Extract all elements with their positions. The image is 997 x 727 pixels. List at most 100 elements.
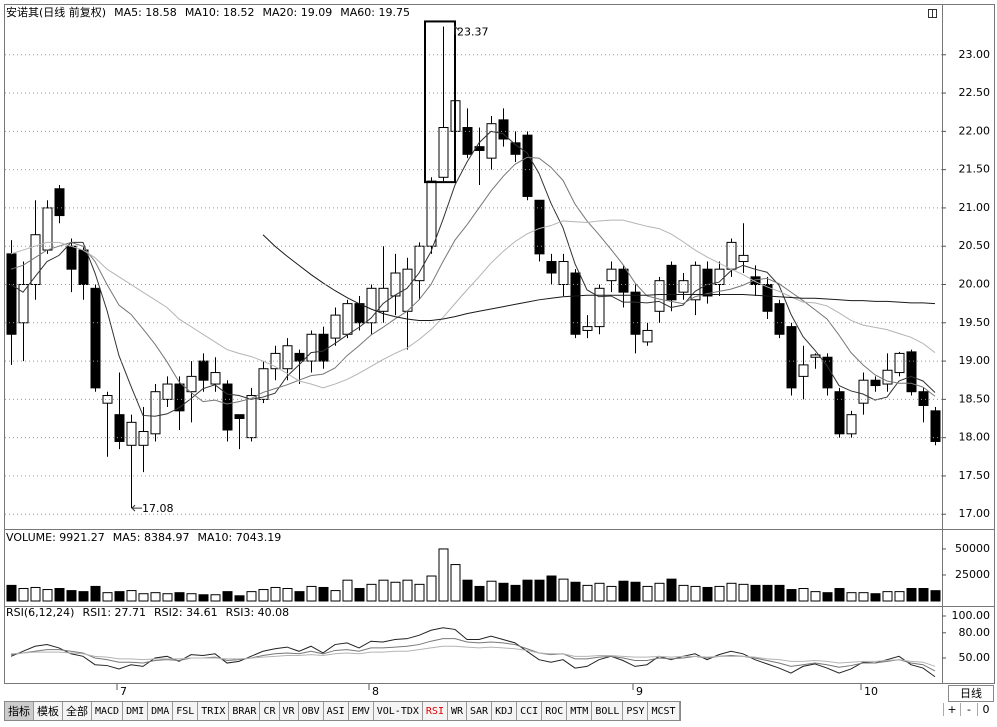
candle-body <box>246 395 257 439</box>
candle-body <box>426 180 437 247</box>
indicator-tab[interactable]: DMI <box>123 702 149 720</box>
indicator-tab[interactable]: MCST <box>648 702 680 720</box>
candle-body <box>786 326 797 389</box>
candle-body <box>210 372 221 385</box>
candle-body <box>522 134 533 197</box>
candle-body <box>570 272 581 335</box>
indicator-tab[interactable]: 模板 <box>34 702 63 720</box>
zoom-button[interactable]: 0 <box>977 703 994 716</box>
indicator-line <box>10 638 936 672</box>
annotation-arrow <box>454 25 460 35</box>
indicator-tab[interactable]: BOLL <box>592 702 624 720</box>
volume-bar <box>294 591 305 602</box>
y-tick-label: 17.50 <box>959 469 991 482</box>
volume-bar <box>186 593 197 602</box>
indicator-tab[interactable]: EMV <box>349 702 374 720</box>
volume-bar <box>570 581 581 602</box>
indicator-tab[interactable]: VR <box>280 702 299 720</box>
maximize-icon[interactable] <box>928 9 937 18</box>
volume-bar <box>714 585 725 602</box>
indicator-tab[interactable]: VOL-TDX <box>374 702 423 720</box>
candle-body <box>774 303 785 335</box>
volume-bar <box>306 585 317 602</box>
indicator-line <box>262 234 936 321</box>
indicator-line <box>10 130 936 417</box>
indicator-tab[interactable]: CR <box>260 702 280 720</box>
legend-item: MA5: 8384.97 <box>113 531 190 544</box>
legend-item: VOLUME: 9921.27 <box>6 531 105 544</box>
candle-body <box>90 287 101 389</box>
zoom-button[interactable]: - <box>960 703 977 716</box>
candle-body <box>234 414 245 419</box>
legend-item: RSI2: 34.61 <box>154 606 218 619</box>
candle-body <box>138 431 149 446</box>
legend-item: RSI3: 40.08 <box>226 606 290 619</box>
candle-body <box>186 375 197 393</box>
indicator-tab[interactable]: PSY <box>623 702 649 720</box>
y-tick-label: 100.00 <box>952 609 991 622</box>
rsi-plot <box>10 627 936 678</box>
legend-item: MA20: 19.09 <box>263 6 333 19</box>
volume-bar <box>330 590 341 602</box>
candle-body <box>726 241 737 270</box>
indicator-tab[interactable]: ROC <box>542 702 568 720</box>
candle-body <box>330 314 341 339</box>
indicator-tab[interactable]: SAR <box>467 702 493 720</box>
volume-bar <box>438 548 449 602</box>
volume-bar <box>30 586 41 602</box>
indicator-tab[interactable]: OBV <box>299 702 324 720</box>
zoom-button[interactable]: + <box>943 703 960 716</box>
volume-bar <box>114 591 125 602</box>
volume-bar <box>450 564 461 602</box>
period-button[interactable]: 日线 <box>948 685 994 702</box>
y-tick-label: 22.50 <box>959 86 991 99</box>
indicator-line <box>10 156 936 405</box>
candle-body <box>618 268 629 293</box>
indicator-tab[interactable]: FSL <box>173 702 199 720</box>
price-plot <box>6 26 941 509</box>
volume-bar <box>774 584 785 602</box>
indicator-tab[interactable]: KDJ <box>492 702 518 720</box>
indicator-tab[interactable]: CCI <box>517 702 543 720</box>
y-tick-label: 17.00 <box>959 507 991 520</box>
indicator-tab[interactable]: ASI <box>324 702 349 720</box>
candle-body <box>846 414 857 435</box>
volume-bar <box>786 589 797 602</box>
legend-item: 安诺其(日线 前复权) <box>6 5 106 19</box>
volume-bar <box>150 592 161 602</box>
candle-body <box>882 369 893 385</box>
indicator-tab[interactable]: MTM <box>567 702 593 720</box>
volume-bar <box>78 591 89 602</box>
volume-bar <box>414 583 425 602</box>
volume-bar <box>642 585 653 602</box>
indicator-tab[interactable]: 全部 <box>63 702 92 720</box>
x-tick-label: 9 <box>636 685 643 698</box>
y-tick-label: 20.00 <box>959 277 991 290</box>
frame <box>4 4 995 684</box>
candle-body <box>222 383 233 431</box>
highlight-box <box>424 20 456 184</box>
volume-bar <box>918 588 929 602</box>
y-tick-label: 50000 <box>955 542 990 555</box>
indicator-tab[interactable]: WR <box>448 702 468 720</box>
volume-bar <box>342 579 353 602</box>
volume-bar <box>846 592 857 602</box>
indicator-tab[interactable]: TRIX <box>198 702 230 720</box>
candle-body <box>870 379 881 387</box>
volume-bar <box>378 579 389 602</box>
volume-bar <box>402 579 413 602</box>
candle-body <box>318 333 329 362</box>
indicator-tab[interactable]: BRAR <box>229 702 261 720</box>
indicator-tab[interactable]: 指标 <box>5 702 34 720</box>
volume-bar <box>6 584 17 602</box>
candle-body <box>174 383 185 412</box>
volume-bar <box>738 583 749 602</box>
candle-body <box>66 245 77 270</box>
indicator-tab[interactable]: DMA <box>148 702 174 720</box>
candle-body <box>642 329 653 343</box>
indicator-tab[interactable]: MACD <box>92 702 124 720</box>
volume-bar <box>630 581 641 602</box>
indicator-tab[interactable]: RSI <box>423 702 448 720</box>
candle-body <box>270 352 281 370</box>
